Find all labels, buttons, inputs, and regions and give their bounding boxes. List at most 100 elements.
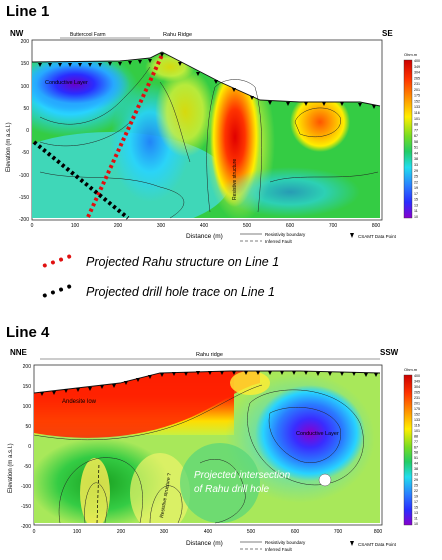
- colorbar-label: 51: [414, 456, 418, 460]
- colorbar-label: 38: [414, 467, 418, 471]
- svg-text:500: 500: [247, 529, 256, 535]
- colorbar-label: 116: [414, 111, 420, 115]
- line4-y-label: Elevation (m a.s.l.): [8, 443, 14, 493]
- colorbar-label: 15: [414, 198, 418, 202]
- line1-legend-point: CSAMT Data Point: [358, 234, 397, 239]
- line4-intersection-label-2: of Rahu drill hole: [194, 484, 269, 495]
- colorbar-label: 304: [414, 71, 420, 75]
- svg-text:200: 200: [21, 39, 30, 45]
- colorbar-label: 88: [414, 123, 418, 127]
- svg-text:0: 0: [26, 128, 29, 134]
- colorbar-label: 201: [414, 401, 420, 405]
- colorbar-label: 265: [414, 76, 420, 80]
- colorbar-label: 101: [414, 429, 420, 433]
- svg-text:50: 50: [23, 106, 29, 112]
- line4-ssw-label: SSW: [380, 348, 399, 357]
- svg-text:-50: -50: [24, 464, 31, 470]
- colorbar-label: 400: [414, 374, 420, 378]
- colorbar-label: 25: [414, 484, 418, 488]
- svg-text:200: 200: [23, 364, 32, 370]
- legend-drill-label: Projected drill hole trace on Line 1: [86, 285, 276, 299]
- svg-text:0: 0: [33, 529, 36, 535]
- line1-se-label: SE: [382, 29, 393, 38]
- colorbar-label: 10: [414, 215, 418, 219]
- line1-colorbar: [403, 59, 413, 219]
- svg-text:150: 150: [23, 384, 32, 390]
- colorbar-label: 400: [414, 59, 420, 63]
- line4-x-label: Distance (m): [186, 540, 223, 547]
- line1-legend-fault: Inferred Fault: [265, 239, 293, 244]
- line4-nne-label: NNE: [10, 348, 28, 357]
- legend-drill-swatch: [42, 283, 72, 299]
- svg-text:400: 400: [200, 223, 209, 229]
- line4-colorbar: [403, 374, 413, 526]
- colorbar-label: 175: [414, 94, 420, 98]
- svg-text:800: 800: [374, 529, 383, 535]
- colorbar-label: 116: [414, 423, 420, 427]
- svg-text:-50: -50: [22, 150, 29, 156]
- colorbar-label: 11: [414, 517, 418, 521]
- svg-text:100: 100: [21, 84, 30, 90]
- colorbar-label: 44: [414, 151, 418, 155]
- svg-text:0: 0: [31, 223, 34, 229]
- svg-text:-200: -200: [21, 524, 31, 530]
- line4-legend-boundary: Resistivity boundary: [265, 540, 306, 545]
- line1-station-markers: [38, 53, 376, 109]
- line4-intersection-label-1: Projected intersection: [194, 470, 291, 481]
- colorbar-label: 44: [414, 462, 418, 466]
- colorbar-label: 304: [414, 385, 420, 389]
- colorbar-label: 19: [414, 495, 418, 499]
- colorbar-label: 152: [414, 99, 420, 103]
- colorbar-label: 175: [414, 407, 420, 411]
- svg-text:600: 600: [291, 529, 300, 535]
- line1-top-label-farm: Buttercool Farm: [70, 32, 106, 38]
- line4-legend-fault: Inferred Fault: [265, 547, 293, 552]
- colorbar-label: 88: [414, 434, 418, 438]
- line4-top-label-ridge: Rahu ridge: [196, 352, 223, 358]
- colorbar-label: 29: [414, 478, 418, 482]
- colorbar-label: 101: [414, 117, 420, 121]
- line4-section: NNE SSW Rahu ridge Andesite low Conducti…: [0, 343, 442, 555]
- line1-x-label: Distance (m): [186, 233, 223, 240]
- line1-resistivity-section: NW SE Buttercool Farm Rahu Ridge Conduct…: [6, 29, 420, 244]
- colorbar-label: 67: [414, 134, 418, 138]
- svg-text:-150: -150: [21, 504, 31, 510]
- svg-text:150: 150: [21, 61, 30, 67]
- line4-colorbar-unit: Ohm.m: [404, 367, 418, 372]
- colorbar-label: 349: [414, 65, 420, 69]
- line1-y-ticks: 200 150 100 50 0 -50 -100 -150 -200: [19, 39, 29, 223]
- svg-text:200: 200: [117, 529, 126, 535]
- colorbar-label: 231: [414, 82, 420, 86]
- colorbar-label: 201: [414, 88, 420, 92]
- colorbar-label: 349: [414, 379, 420, 383]
- colorbar-label: 17: [414, 500, 418, 504]
- svg-text:200: 200: [114, 223, 123, 229]
- line1-section: NW SE Buttercool Farm Rahu Ridge Conduct…: [0, 22, 442, 247]
- colorbar-label: 29: [414, 169, 418, 173]
- colorbar-label: 231: [414, 396, 420, 400]
- colorbar-label: 77: [414, 440, 418, 444]
- colorbar-label: 51: [414, 146, 418, 150]
- svg-text:600: 600: [286, 223, 295, 229]
- line4-resistivity-section: NNE SSW Rahu ridge Andesite low Conducti…: [8, 348, 420, 552]
- line4-x-ticks: 0 100 200 300 400 500 600 700 800: [33, 529, 383, 535]
- svg-text:300: 300: [157, 223, 166, 229]
- colorbar-label: 17: [414, 192, 418, 196]
- line4-legend-point: CSAMT Data Point: [358, 542, 397, 547]
- colorbar-label: 19: [414, 186, 418, 190]
- colorbar-label: 13: [414, 203, 418, 207]
- line4-topography: [33, 370, 381, 394]
- svg-text:100: 100: [71, 223, 80, 229]
- line1-y-label: Elevation (m a.s.l.): [6, 122, 12, 172]
- colorbar-label: 33: [414, 163, 418, 167]
- svg-text:800: 800: [372, 223, 381, 229]
- line1-drill-hole-trace: [32, 140, 130, 220]
- line4-contour-fill: [34, 371, 380, 523]
- svg-text:100: 100: [73, 529, 82, 535]
- line1-top-label-ridge: Rahu Ridge: [163, 32, 192, 38]
- line4-title: Line 4: [6, 324, 50, 341]
- line1-annotation-resistive: Resistive structure: [232, 159, 238, 200]
- line4-drill-intersection-marker: [318, 473, 332, 487]
